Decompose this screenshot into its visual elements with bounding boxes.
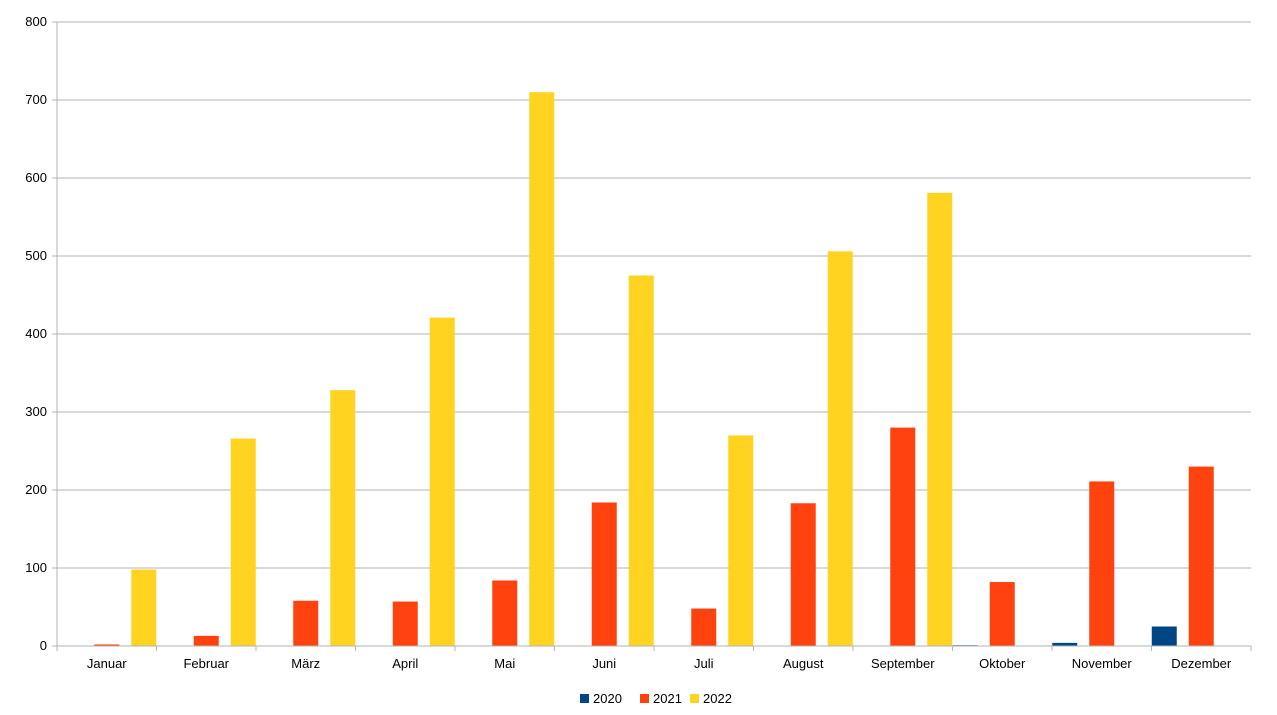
x-tick-label: Februar — [183, 656, 229, 671]
bar-2022-august — [827, 251, 853, 646]
legend-swatch-2021 — [640, 694, 649, 703]
bar-2021-september — [890, 427, 916, 646]
y-tick-label: 0 — [40, 638, 47, 653]
bar-2021-oktober — [989, 582, 1015, 646]
bar-2021-august — [790, 503, 816, 646]
x-tick-label: November — [1072, 656, 1133, 671]
x-tick-label: Dezember — [1171, 656, 1232, 671]
bar-2021-juli — [691, 608, 717, 646]
bar-2021-november — [1089, 481, 1115, 646]
x-tick-label: August — [783, 656, 824, 671]
bar-2022-mai — [529, 92, 555, 646]
legend-label-2020: 2020 — [593, 691, 622, 706]
bar-2021-dezember — [1188, 466, 1214, 646]
bar-2021-april — [392, 601, 418, 646]
x-tick-label: April — [392, 656, 418, 671]
legend-label-2022: 2022 — [703, 691, 732, 706]
bars — [94, 92, 1214, 647]
x-tick-label: Juni — [592, 656, 616, 671]
bar-2022-februar — [230, 438, 256, 646]
legend-swatch-2020 — [580, 694, 589, 703]
bar-2021-januar — [94, 644, 120, 646]
y-tick-label: 300 — [25, 404, 47, 419]
bar-2020-dezember — [1151, 626, 1177, 646]
legend-label-2021: 2021 — [653, 691, 682, 706]
x-tick-label: Oktober — [979, 656, 1026, 671]
y-tick-label: 200 — [25, 482, 47, 497]
x-tick-label: März — [291, 656, 320, 671]
x-tick-label: Juli — [694, 656, 714, 671]
bar-2022-januar — [131, 569, 157, 646]
gridlines — [57, 21, 1251, 569]
bar-2021-juni — [591, 502, 617, 646]
y-tick-label: 800 — [25, 14, 47, 29]
bar-2021-märz — [293, 600, 319, 646]
legend-swatch-2022 — [690, 694, 699, 703]
x-tick-label: Mai — [494, 656, 515, 671]
bar-2022-juni — [628, 275, 654, 646]
bar-2022-september — [927, 192, 953, 646]
bar-2022-april — [429, 317, 455, 646]
y-axis: 0 100 200 300 400 500 600 700 800 — [25, 14, 58, 653]
x-axis: Januar Februar März April Mai Juni Juli August S… — [56, 645, 1252, 671]
x-tick-label: Januar — [87, 656, 127, 671]
bar-2020-november — [1052, 642, 1078, 646]
y-tick-label: 600 — [25, 170, 47, 185]
bar-2022-juli — [728, 435, 754, 646]
y-tick-label: 400 — [25, 326, 47, 341]
legend: 2020 2021 2022 — [580, 691, 732, 706]
y-tick-label: 500 — [25, 248, 47, 263]
x-tick-label: September — [871, 656, 935, 671]
y-tick-label: 700 — [25, 92, 47, 107]
bar-2022-märz — [330, 390, 356, 646]
bar-2021-februar — [193, 635, 219, 646]
y-tick-label: 100 — [25, 560, 47, 575]
bar-2021-mai — [492, 580, 518, 646]
